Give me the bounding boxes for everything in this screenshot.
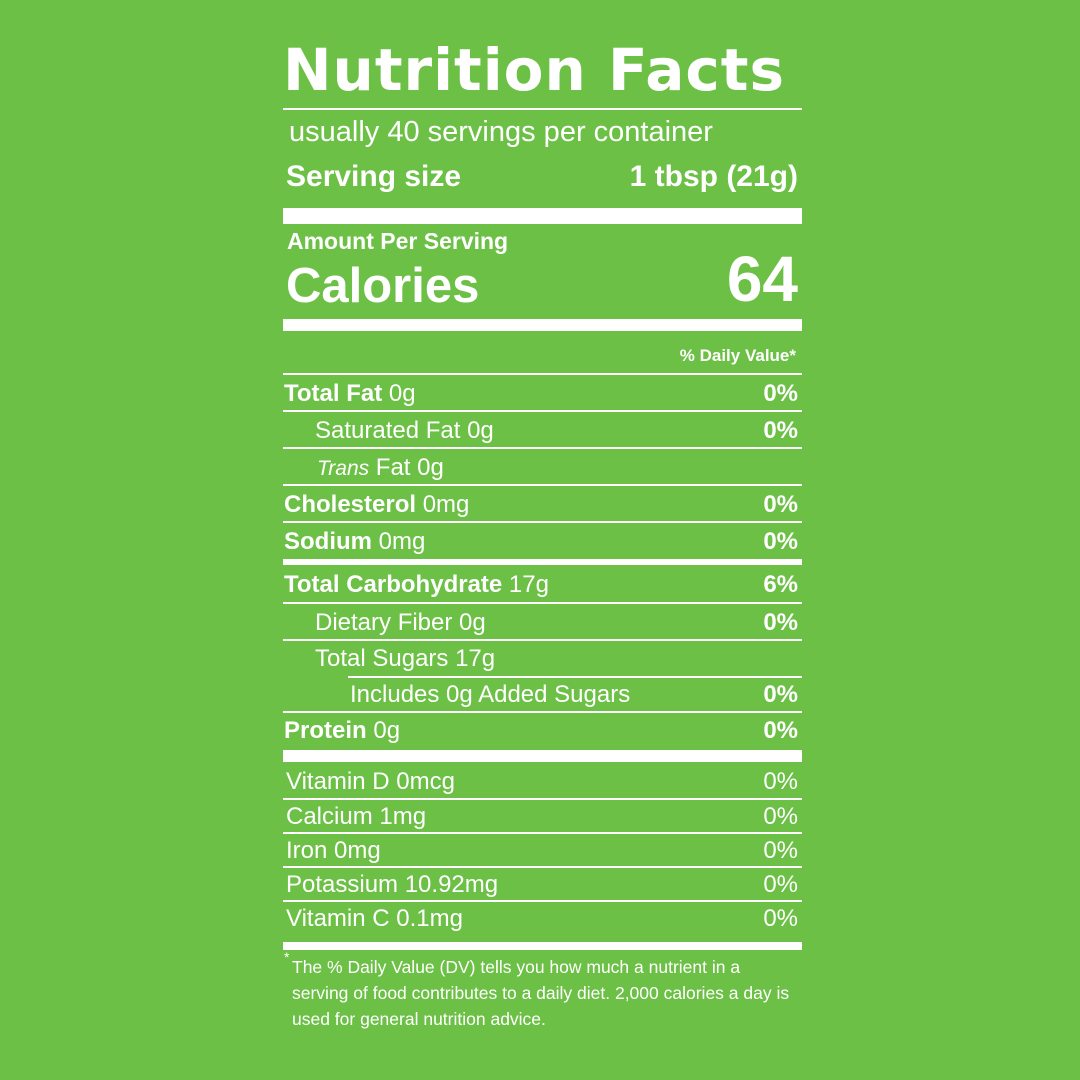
nutrient-name: Total Carbohydrate (284, 571, 503, 598)
nutrient-dv: 0% (763, 380, 798, 407)
nutrient-dv: 0% (763, 609, 798, 636)
divider-thin (283, 484, 802, 486)
nutrient-name: Total Fat (284, 380, 383, 407)
nutrient-dv: 0% (763, 717, 798, 744)
divider-thick (283, 208, 802, 224)
vitamin-dv: 0% (763, 871, 798, 898)
vitamin-name: Potassium 10.92mg (286, 871, 499, 898)
nutrient-dv: 0% (763, 417, 798, 444)
footnote-text: The % Daily Value (DV) tells you how muc… (292, 957, 790, 1029)
nutrient-dv: 0% (763, 528, 798, 555)
divider-medium (283, 319, 802, 331)
divider-thick (283, 750, 802, 762)
vitamin-dv: 0% (763, 768, 798, 795)
vitamin-name: Vitamin D 0mcg (286, 768, 455, 795)
calories-value: 64 (726, 243, 798, 315)
vitamin-name: Calcium 1mg (286, 803, 427, 830)
nutrient-name: Protein (284, 717, 367, 744)
divider-thin (283, 521, 802, 523)
divider-thick (283, 942, 802, 950)
nutrient-name: Fat 0g (369, 454, 444, 481)
nutrient-dv: 0% (763, 491, 798, 518)
vitamin-dv: 0% (763, 837, 798, 864)
nutrient-name: Saturated Fat 0g (315, 417, 494, 444)
divider-thin (283, 711, 802, 713)
footnote-asterisk: * (284, 949, 290, 965)
divider-thin (283, 832, 802, 834)
divider-thin (283, 108, 802, 110)
nutrient-name: Dietary Fiber 0g (315, 609, 486, 636)
nutrient-dv: 6% (763, 571, 798, 598)
divider-medium (283, 559, 802, 565)
nutrient-name: Sodium (284, 528, 372, 555)
servings-per-container: usually 40 servings per container (289, 116, 713, 148)
nutrition-facts-title: Nutrition Facts (283, 36, 785, 104)
serving-size-value: 1 tbsp (21g) (629, 160, 798, 193)
divider-thin (283, 410, 802, 412)
nutrient-amount: 0mg (372, 528, 426, 555)
nutrient-amount: 0g (366, 717, 401, 744)
serving-size-label: Serving size (286, 160, 462, 193)
daily-value-header: % Daily Value* (679, 346, 796, 365)
divider-thin (283, 866, 802, 868)
vitamin-name: Vitamin C 0.1mg (286, 905, 463, 932)
nutrient-amount: 0g (382, 380, 416, 407)
nutrient-name-prefix: Trans (317, 457, 370, 480)
amount-per-serving-label: Amount Per Serving (287, 228, 509, 254)
divider-thin (283, 602, 802, 604)
daily-value-footnote: * The % Daily Value (DV) tells you how m… (284, 950, 794, 1032)
nutrient-dv: 0% (763, 681, 798, 708)
calories-label: Calories (286, 259, 480, 313)
divider-thin (283, 798, 802, 800)
divider-thin (283, 639, 802, 641)
vitamin-name: Iron 0mg (286, 837, 381, 864)
divider-thin (283, 900, 802, 902)
nutrient-amount: 17g (502, 571, 549, 598)
vitamin-dv: 0% (763, 803, 798, 830)
divider-thin (283, 447, 802, 449)
divider-thin (348, 676, 802, 678)
vitamin-dv: 0% (763, 905, 798, 932)
divider-thin (283, 373, 802, 375)
nutrient-name: Total Sugars 17g (315, 645, 496, 672)
nutrient-name: Cholesterol (284, 491, 417, 518)
nutrient-amount: 0mg (416, 491, 470, 518)
nutrient-name: Includes 0g Added Sugars (350, 681, 631, 708)
nutrition-facts-panel: Nutrition Facts usually 40 servings per … (283, 0, 802, 1080)
